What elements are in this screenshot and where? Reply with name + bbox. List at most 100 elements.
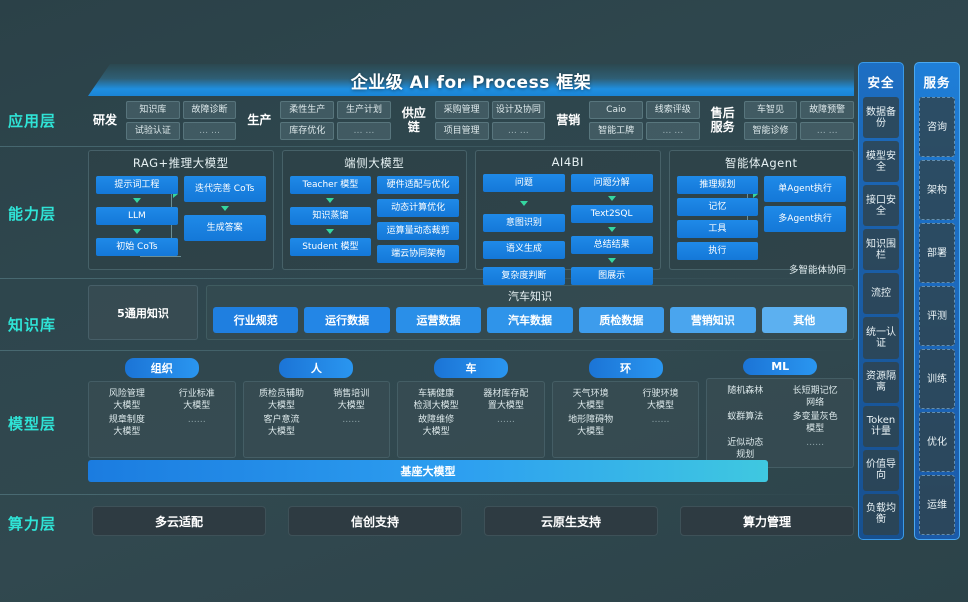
capability-column-right: 硬件适配与优化 动态计算优化 运算量动态裁剪 端云协同架构: [377, 176, 459, 263]
capability-node[interactable]: 复杂度判断: [483, 267, 565, 285]
security-item[interactable]: 接口安全: [863, 185, 899, 227]
model-group-pill[interactable]: 人: [279, 358, 354, 378]
security-item[interactable]: 流控: [863, 273, 899, 315]
capability-node[interactable]: 单Agent执行: [764, 176, 846, 202]
application-tile[interactable]: 库存优化: [280, 121, 335, 140]
security-item[interactable]: 模型安全: [863, 141, 899, 183]
security-item[interactable]: 统一认证: [863, 317, 899, 359]
capability-node[interactable]: Text2SQL: [570, 205, 653, 223]
model-item[interactable]: 规章制度 大模型: [108, 415, 145, 437]
security-item[interactable]: 资源隔离: [863, 361, 899, 403]
service-item[interactable]: 评测: [919, 286, 955, 346]
model-item[interactable]: 近似动态 规划: [727, 438, 764, 460]
compute-item[interactable]: 云原生支持: [484, 506, 658, 536]
service-item[interactable]: 架构: [919, 160, 955, 220]
model-group-pill[interactable]: 组织: [124, 358, 199, 378]
model-item[interactable]: 风险管理 大模型: [108, 389, 145, 411]
application-tile[interactable]: 知识库: [126, 100, 180, 119]
capability-node[interactable]: 提示词工程: [96, 176, 178, 194]
model-item[interactable]: 天气环境 大模型: [572, 389, 609, 411]
model-group-pill[interactable]: 环: [588, 358, 663, 378]
application-tile[interactable]: 智能工牌: [589, 121, 643, 140]
model-item[interactable]: 随机森林: [727, 386, 764, 396]
application-tile[interactable]: Caio: [589, 100, 643, 119]
application-group-name: 售后服务: [710, 106, 735, 134]
model-item[interactable]: 行业标准 大模型: [178, 389, 215, 411]
capability-node[interactable]: 硬件适配与优化: [377, 176, 459, 194]
capability-node[interactable]: 工具: [676, 220, 759, 238]
model-item[interactable]: 故障维修 大模型: [418, 415, 455, 437]
application-tile[interactable]: 生产计划: [337, 100, 391, 119]
knowledge-chip[interactable]: 汽车数据: [487, 307, 573, 333]
knowledge-chip[interactable]: 运营数据: [395, 307, 482, 333]
capability-node[interactable]: 记忆: [676, 198, 759, 216]
model-item[interactable]: 地形障碍物 大模型: [568, 415, 614, 437]
application-tile[interactable]: 车智见: [743, 100, 798, 119]
model-item[interactable]: 行驶环境 大模型: [642, 389, 679, 411]
application-tile[interactable]: 故障诊断: [182, 100, 237, 119]
connector-line: [140, 256, 181, 257]
capability-node[interactable]: 多Agent执行: [764, 206, 846, 232]
knowledge-chip[interactable]: 其他: [761, 307, 847, 333]
model-item[interactable]: 器材库存配 置大模型: [483, 389, 529, 411]
capability-node[interactable]: LLM: [96, 207, 178, 225]
application-tile[interactable]: 项目管理: [434, 121, 489, 140]
service-item[interactable]: 部署: [919, 223, 955, 283]
capability-node[interactable]: Student 模型: [289, 238, 372, 256]
base-model-bar[interactable]: 基座大模型: [88, 460, 768, 482]
capability-node[interactable]: 端云协同架构: [377, 245, 459, 263]
capability-node[interactable]: Teacher 模型: [289, 176, 372, 194]
capability-node[interactable]: 知识蒸馏: [289, 207, 372, 225]
capability-node[interactable]: 问题分解: [570, 174, 653, 192]
application-tile[interactable]: 柔性生产: [280, 100, 335, 119]
application-tile[interactable]: 线索评级: [645, 100, 700, 119]
knowledge-chip[interactable]: 运行数据: [304, 307, 390, 333]
service-item[interactable]: 优化: [919, 412, 955, 472]
model-item[interactable]: 蚁群算法: [727, 412, 764, 422]
capability-node[interactable]: 迭代完善 CoTs: [183, 176, 266, 202]
model-group-pill[interactable]: 车: [433, 358, 508, 378]
knowledge-chip[interactable]: 质检数据: [578, 307, 665, 333]
application-tile[interactable]: 采购管理: [434, 100, 489, 119]
capability-node[interactable]: 执行: [676, 242, 759, 260]
application-tile-column: 线索评级 … …: [645, 100, 700, 140]
model-group-box: 天气环境 大模型 行驶环境 大模型 地形障碍物 大模型 ……: [551, 381, 700, 458]
compute-item[interactable]: 算力管理: [680, 506, 854, 536]
application-tile[interactable]: 故障预警: [800, 100, 855, 119]
security-item[interactable]: 知识围栏: [863, 229, 899, 271]
capability-node[interactable]: 意图识别: [483, 214, 565, 232]
capability-node[interactable]: 生成答案: [183, 215, 266, 241]
capability-node[interactable]: 语义生成: [483, 240, 565, 259]
capability-node[interactable]: 推理规划: [676, 176, 759, 194]
application-tile[interactable]: 设计及协同: [491, 100, 546, 119]
application-tile-column: 采购管理 项目管理: [434, 100, 489, 140]
security-item[interactable]: 数据备份: [863, 97, 899, 139]
model-item[interactable]: 销售培训 大模型: [333, 389, 370, 411]
service-item[interactable]: 运维: [919, 475, 955, 535]
general-knowledge-box[interactable]: 5通用知识: [88, 285, 198, 340]
capability-node[interactable]: 初始 CoTs: [96, 238, 178, 256]
model-group-pill[interactable]: ML: [743, 358, 818, 375]
application-tile[interactable]: 智能诊修: [743, 121, 798, 140]
security-item[interactable]: 价值导向: [863, 449, 899, 491]
model-item[interactable]: 质检员辅助 大模型: [258, 389, 304, 411]
capability-node[interactable]: 运算量动态裁剪: [377, 222, 459, 240]
capability-node[interactable]: 动态计算优化: [377, 199, 459, 217]
service-item[interactable]: 咨询: [919, 97, 955, 157]
capability-column-left: 推理规划记忆工具执行: [676, 176, 759, 260]
model-item[interactable]: 多变量灰色 模型: [792, 412, 838, 434]
knowledge-chip[interactable]: 营销知识: [670, 307, 756, 333]
compute-item[interactable]: 多云适配: [92, 506, 266, 536]
knowledge-chip[interactable]: 行业规范: [213, 307, 299, 333]
security-item[interactable]: 负载均衡: [863, 493, 899, 535]
capability-node[interactable]: 图展示: [570, 267, 653, 285]
capability-node[interactable]: 总结结果: [570, 236, 653, 254]
compute-item[interactable]: 信创支持: [288, 506, 462, 536]
model-item[interactable]: 客户意流 大模型: [263, 415, 300, 437]
application-tile[interactable]: 试验认证: [126, 121, 180, 140]
service-item[interactable]: 训练: [919, 349, 955, 409]
security-item[interactable]: Token计量: [863, 405, 899, 447]
capability-node[interactable]: 问题: [483, 174, 565, 192]
model-item[interactable]: 车辆健康 检测大模型: [413, 389, 459, 411]
model-item[interactable]: 长短期记忆 网络: [792, 386, 838, 408]
